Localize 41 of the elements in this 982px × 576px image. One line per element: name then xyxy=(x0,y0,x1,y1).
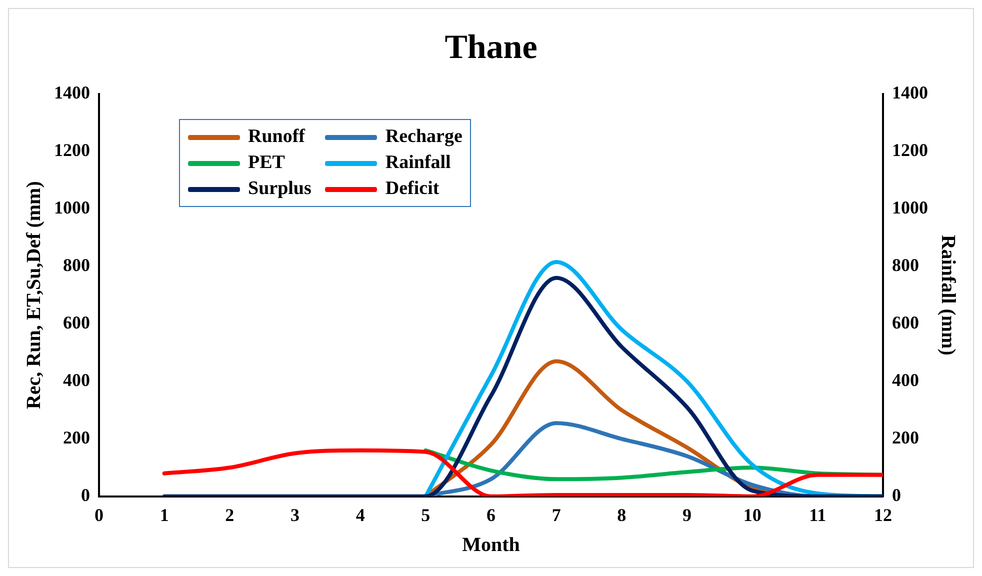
x-tick-label: 8 xyxy=(617,504,626,525)
y2-axis-title: Rainfall (mm) xyxy=(936,234,959,356)
x-tick-label: 12 xyxy=(874,504,892,525)
y-tick-label: 0 xyxy=(81,485,90,506)
x-tick-label: 4 xyxy=(356,504,365,525)
y2-tick-label: 800 xyxy=(892,255,919,275)
y2-tick-label: 0 xyxy=(892,485,901,506)
line-series xyxy=(162,276,883,496)
legend-label: Runoff xyxy=(248,126,306,148)
y2-tick-label: 1400 xyxy=(892,82,928,102)
y2-tick-label: 1200 xyxy=(892,140,928,160)
legend-label: Rainfall xyxy=(385,152,451,174)
y-tick-label: 1000 xyxy=(54,197,90,218)
y2-tick-label: 600 xyxy=(892,312,919,333)
x-tick-label: 10 xyxy=(743,504,762,525)
x-tick-label: 1 xyxy=(160,504,169,525)
legend-label: Recharge xyxy=(385,126,462,148)
y2-tick-label: 400 xyxy=(892,370,919,390)
x-tick-label: 0 xyxy=(94,504,104,525)
y-tick-label: 600 xyxy=(63,312,90,333)
y2-tick-label: 200 xyxy=(892,428,919,448)
x-tick-label: 7 xyxy=(552,504,561,525)
x-axis-title: Month xyxy=(462,534,520,556)
x-tick-label: 11 xyxy=(809,504,826,525)
x-tick-label: 6 xyxy=(486,504,496,525)
chart-title: Thane xyxy=(444,29,538,66)
y-tick-label: 800 xyxy=(63,255,90,275)
legend-label: Deficit xyxy=(385,178,440,200)
line-series xyxy=(162,448,883,496)
x-tick-label: 9 xyxy=(682,504,692,525)
y-axis-title: Rec, Run, ET,Su,Def (mm) xyxy=(23,181,46,410)
legend-label: Surplus xyxy=(248,178,312,200)
y-tick-label: 400 xyxy=(63,370,90,390)
y-tick-label: 200 xyxy=(63,428,90,448)
y2-tick-label: 1000 xyxy=(892,197,928,218)
y-tick-label: 1200 xyxy=(54,140,90,160)
x-tick-label: 3 xyxy=(290,504,300,525)
y-tick-label: 1400 xyxy=(54,82,90,102)
x-tick-label: 2 xyxy=(225,504,234,525)
legend-label: PET xyxy=(248,152,285,174)
x-tick-label: 5 xyxy=(421,504,430,525)
